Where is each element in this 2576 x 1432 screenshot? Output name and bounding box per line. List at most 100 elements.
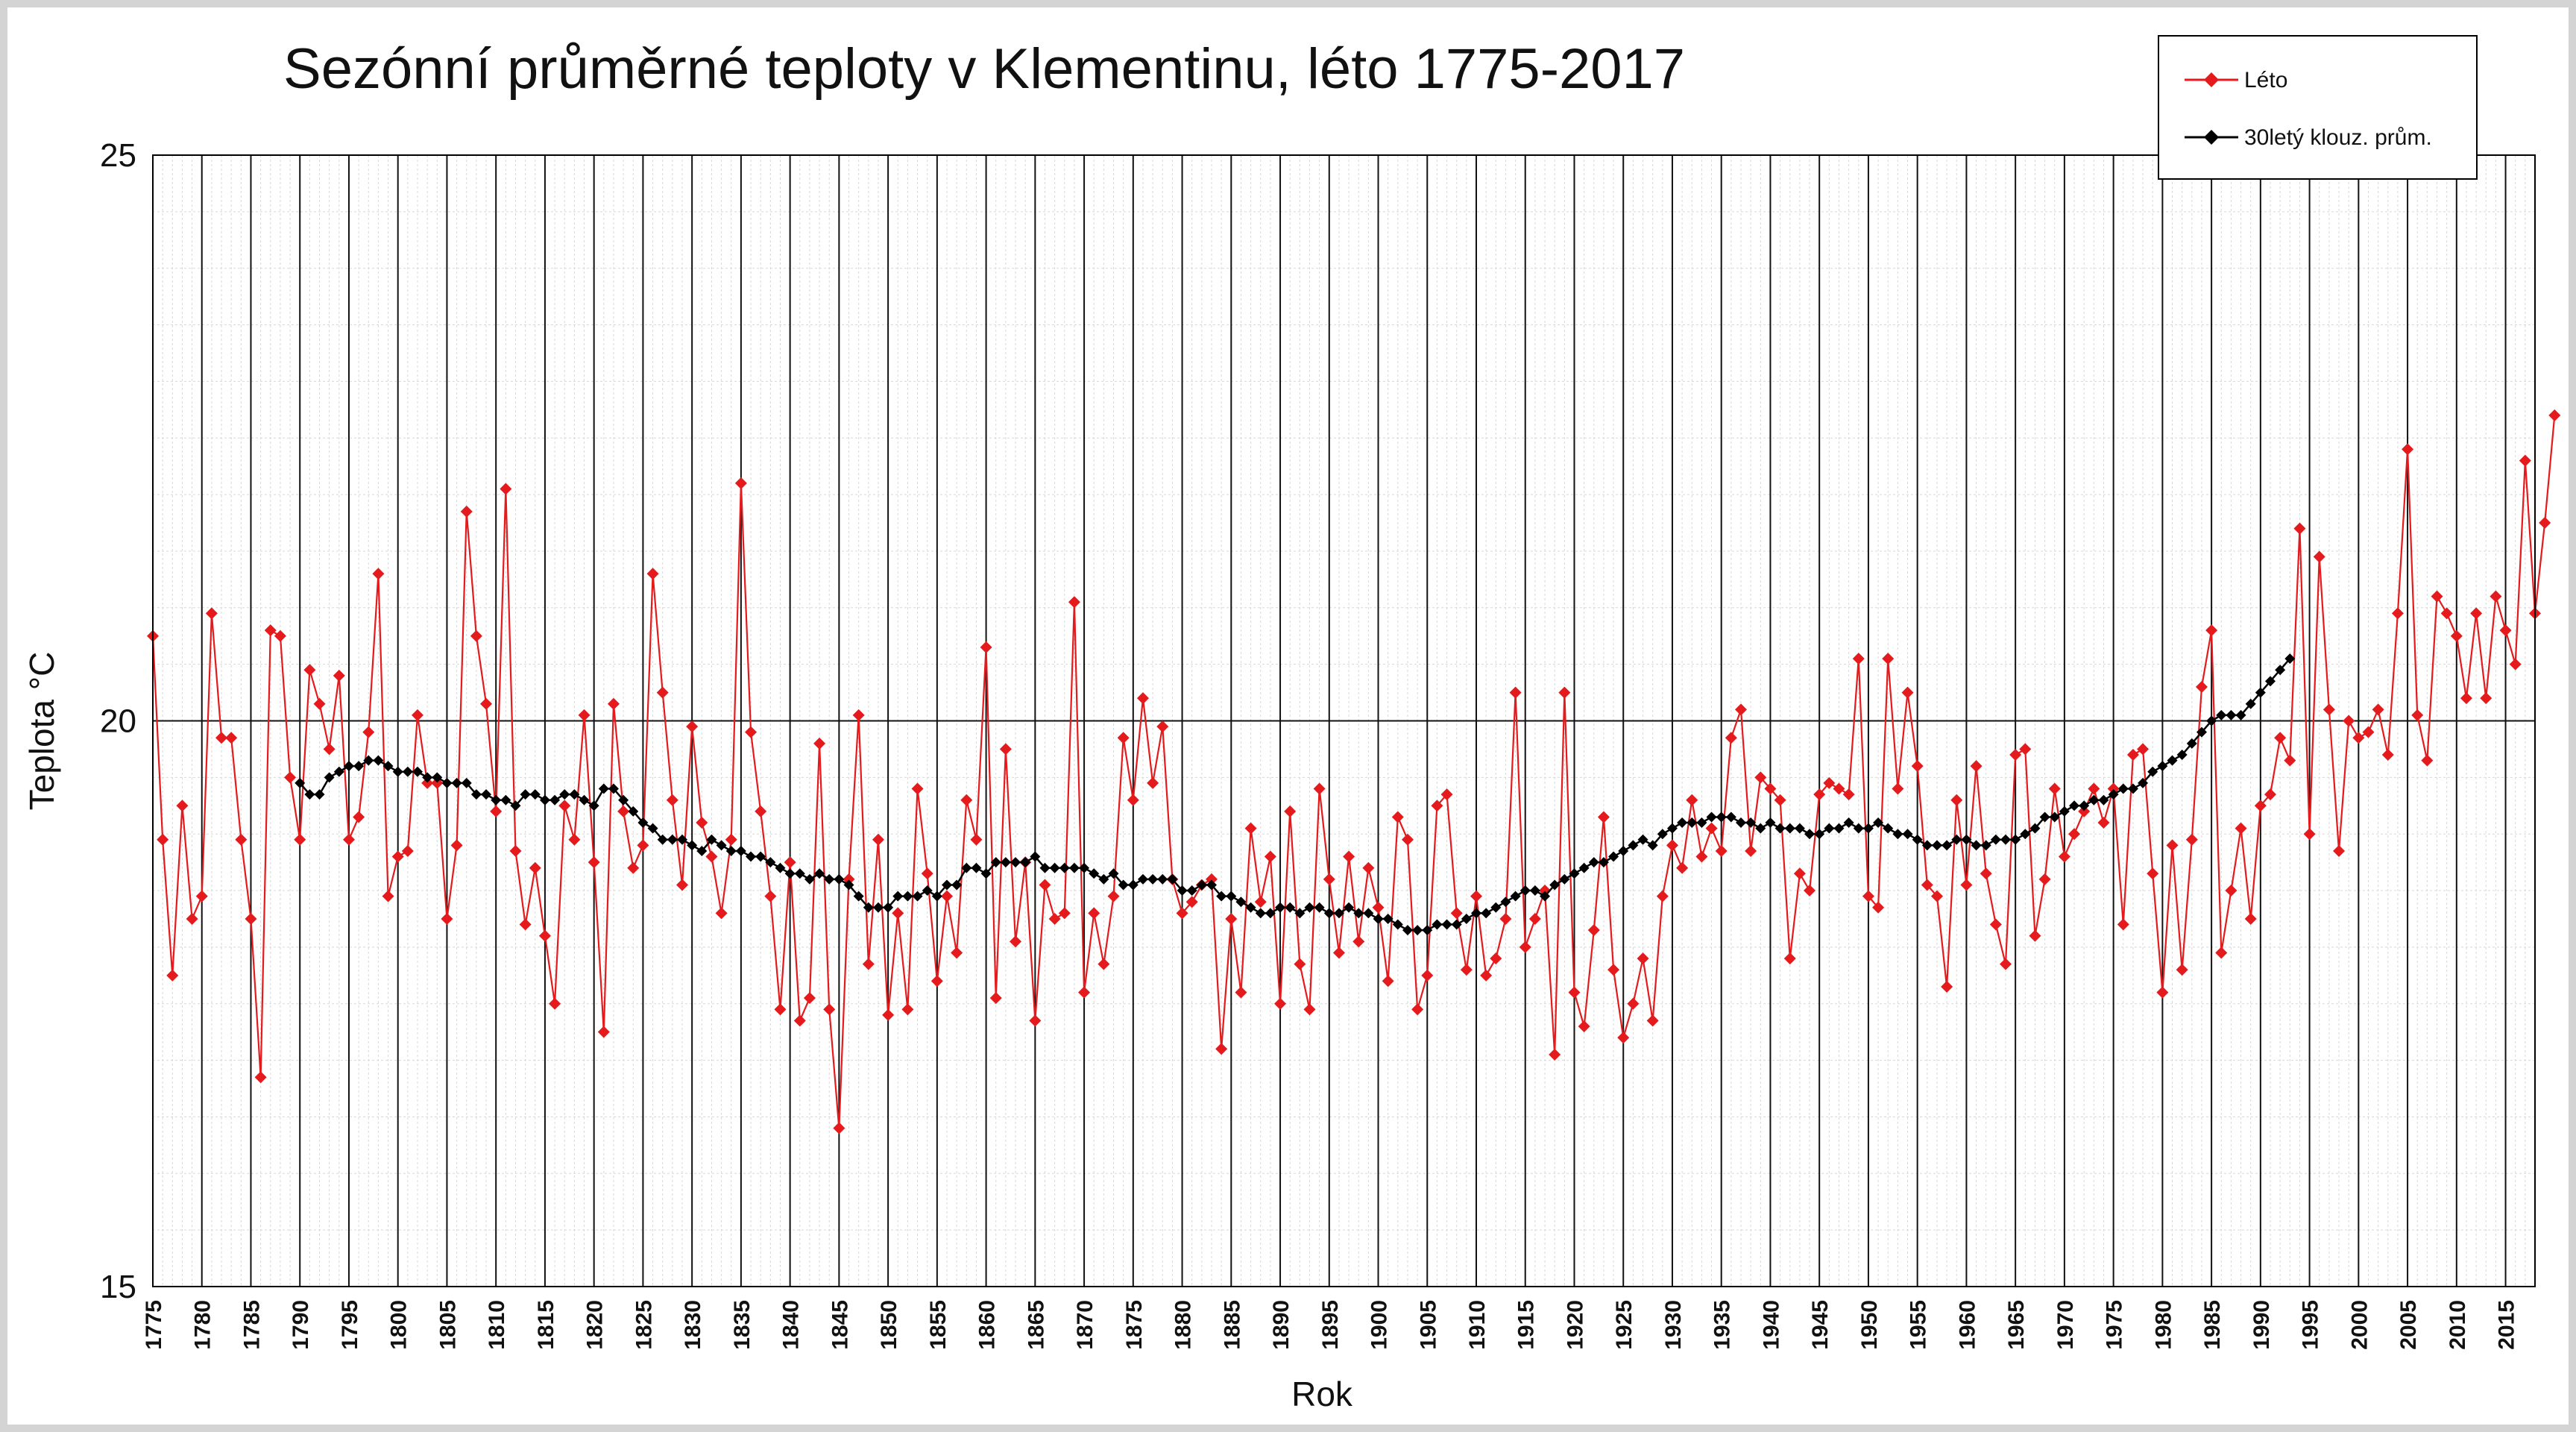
data-point [921,867,933,880]
data-point [1882,653,1895,665]
data-point [245,912,257,925]
data-point [1225,912,1238,925]
data-point [264,624,277,637]
data-point [509,844,522,857]
data-point [1177,885,1188,896]
data-point [951,946,963,959]
data-point [2216,709,2227,720]
data-point [666,794,678,806]
data-point [931,891,942,902]
data-point [2509,658,2522,671]
series-layer [147,409,2561,1134]
data-point [1294,958,1306,970]
data-point [597,1026,610,1038]
data-point [1804,829,1816,840]
data-point [1186,885,1197,896]
data-point [2460,692,2472,705]
data-point [1010,935,1022,948]
data-point [2166,839,2179,852]
data-point [225,732,238,744]
data-point [1078,986,1091,999]
data-point [470,789,482,800]
data-point [1911,760,1924,773]
data-point [529,789,541,800]
data-point [1686,794,1698,806]
data-point [1450,907,1463,920]
data-point [2333,844,2346,857]
data-point [2206,715,2217,726]
data-point [627,861,640,874]
data-point [2108,789,2119,800]
x-tick-label: 1950 [1857,1300,1882,1350]
data-point [2205,624,2218,637]
data-point [373,755,384,766]
x-tick-label: 1780 [191,1300,215,1350]
data-point [1470,890,1482,902]
x-tick-label: 1935 [1710,1300,1735,1350]
data-point [1804,885,1816,897]
data-point [1951,834,1962,845]
data-point [391,850,404,863]
data-point [1813,788,1826,801]
data-point [1980,867,1992,880]
data-point [1921,840,1933,851]
data-point [696,817,708,829]
x-tick-label: 1875 [1122,1300,1147,1350]
data-point [2078,805,2091,817]
data-point [1901,686,1914,699]
data-point [646,568,659,580]
data-point [1481,908,1492,919]
data-point [2431,590,2443,603]
data-point [862,958,875,970]
data-point [1333,908,1344,919]
data-point [686,720,699,733]
data-point [901,1003,914,1016]
data-point [687,840,698,851]
data-point [1794,823,1805,834]
data-point [559,789,570,800]
x-tick-label: 1810 [485,1300,509,1350]
data-point [1862,823,1874,834]
data-point [1244,822,1257,835]
data-point [930,975,943,987]
data-point [284,771,297,784]
data-point [852,709,865,721]
data-point [343,761,354,772]
data-point [1587,924,1600,937]
data-point [1136,692,1149,705]
data-point [735,845,746,856]
data-point [1784,823,1795,834]
data-point [1529,885,1540,896]
data-point [412,766,423,777]
data-point [1500,896,1511,908]
data-point [872,833,884,846]
data-point [1303,1003,1316,1016]
data-point [333,669,345,682]
data-point [1695,850,1708,863]
data-point [1627,997,1640,1010]
data-point [1706,811,1717,823]
data-point [353,811,365,823]
data-point [1774,794,1786,806]
data-point [323,743,336,756]
data-point [421,776,434,789]
x-tick-label: 1830 [681,1300,705,1350]
data-point [1942,840,1953,851]
data-point [402,766,413,777]
plot-border [152,154,2536,1287]
data-point [2225,885,2238,897]
data-point [1578,862,1590,873]
data-point [784,856,796,869]
data-point [1725,732,1737,744]
data-point [235,833,248,846]
data-point [2196,726,2207,738]
x-tick-label: 1960 [1955,1300,1980,1350]
data-point [1793,867,1806,880]
data-point [1137,873,1148,885]
data-point [1774,823,1786,834]
data-point [2265,676,2276,687]
data-point [1000,857,1011,868]
data-point [1745,817,1757,829]
series-moving-average [295,653,2296,936]
data-point [353,761,365,772]
